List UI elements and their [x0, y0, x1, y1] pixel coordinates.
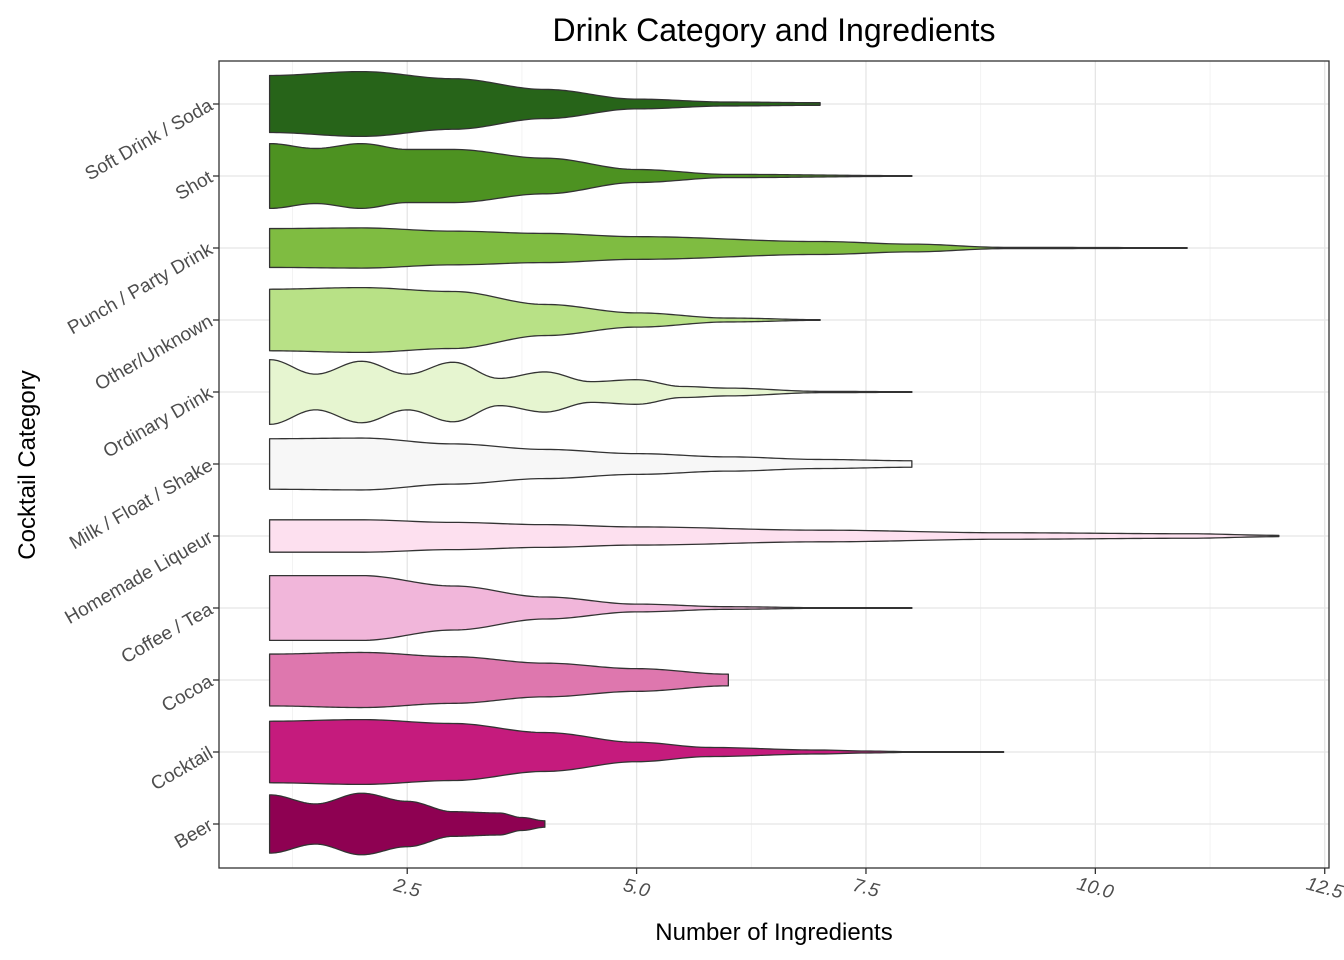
violin-cocoa [268, 651, 729, 709]
violins [268, 70, 1280, 856]
violin-cocktail [268, 718, 1005, 786]
chart-title: Drink Category and Ingredients [553, 12, 996, 48]
violin-other-unknown [268, 286, 821, 354]
violin-soft-drink-soda [268, 70, 821, 138]
violin-beer [268, 792, 546, 856]
violin-punch-party-drink [268, 227, 1188, 269]
violin-milk-float-shake [268, 437, 913, 491]
y-axis-title: Cocktail Category [14, 370, 41, 559]
violin-shot [268, 142, 913, 210]
violin-homemade-liqueur [268, 519, 1280, 553]
violin-ordinary-drink [268, 358, 913, 426]
violin-coffee-tea [268, 574, 913, 642]
x-axis-title: Number of Ingredients [655, 919, 892, 946]
